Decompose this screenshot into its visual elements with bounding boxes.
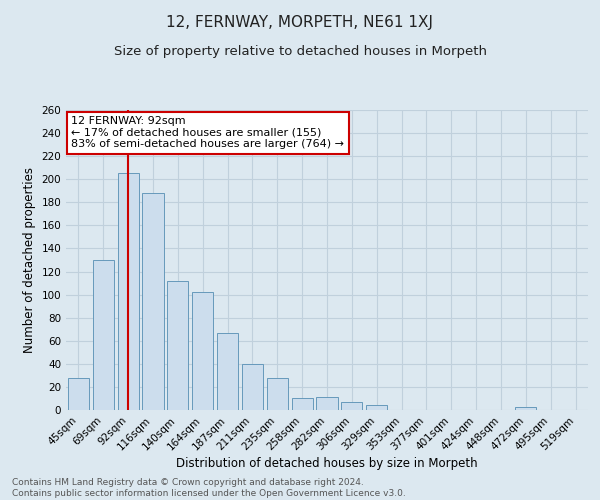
Bar — [93, 260, 114, 410]
X-axis label: Distribution of detached houses by size in Morpeth: Distribution of detached houses by size … — [176, 458, 478, 470]
Bar — [515, 406, 536, 410]
Y-axis label: Number of detached properties: Number of detached properties — [23, 167, 36, 353]
Text: 12, FERNWAY, MORPETH, NE61 1XJ: 12, FERNWAY, MORPETH, NE61 1XJ — [167, 15, 433, 30]
Bar — [267, 378, 288, 410]
Text: 12 FERNWAY: 92sqm
← 17% of detached houses are smaller (155)
83% of semi-detache: 12 FERNWAY: 92sqm ← 17% of detached hous… — [71, 116, 344, 149]
Bar — [142, 193, 164, 410]
Bar — [192, 292, 213, 410]
Bar — [366, 406, 387, 410]
Bar — [242, 364, 263, 410]
Bar — [316, 398, 338, 410]
Bar — [292, 398, 313, 410]
Text: Size of property relative to detached houses in Morpeth: Size of property relative to detached ho… — [113, 45, 487, 58]
Bar — [167, 281, 188, 410]
Bar — [68, 378, 89, 410]
Text: Contains HM Land Registry data © Crown copyright and database right 2024.
Contai: Contains HM Land Registry data © Crown c… — [12, 478, 406, 498]
Bar — [341, 402, 362, 410]
Bar — [118, 174, 139, 410]
Bar — [217, 332, 238, 410]
